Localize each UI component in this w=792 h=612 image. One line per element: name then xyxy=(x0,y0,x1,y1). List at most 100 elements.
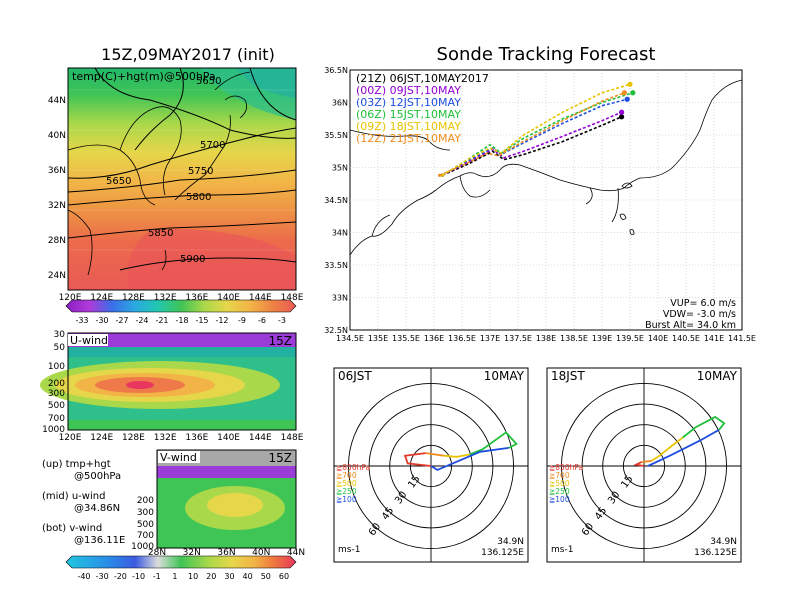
level-legend: ≧700 xyxy=(336,471,357,480)
v-wind-x-axis: 28N 32N 36N 40N 44N xyxy=(148,548,305,558)
v-wind-section: V-wind 15Z xyxy=(156,449,297,549)
track-x-tick: 137E xyxy=(480,334,500,343)
colorbar-tick: -6 xyxy=(258,316,266,325)
legend-entry: (03Z) 12JST,10MAY xyxy=(356,96,461,109)
v-wind-label: V-wind xyxy=(160,451,197,464)
track-x-tick: 137.5E xyxy=(504,334,532,343)
caption-up: (up) tmp+hgt xyxy=(42,459,111,470)
track-y-tick: 35N xyxy=(332,164,348,173)
track-y-tick: 33N xyxy=(332,294,348,303)
hodograph-trace xyxy=(430,447,509,471)
contour-label: 5850 xyxy=(148,228,173,239)
hodograph-trace xyxy=(443,453,470,458)
hodo-time: 18JST xyxy=(551,369,585,383)
v-wind-x-tick: 36N xyxy=(217,548,235,558)
u-wind-x-tick: 144E xyxy=(249,433,272,443)
caption-up-2: @500hPa xyxy=(74,471,121,482)
caption-bot: (bot) v-wind xyxy=(42,523,102,534)
u-wind-y-tick: 30 xyxy=(54,330,66,340)
contour-label: 5900 xyxy=(180,254,205,265)
track-y-tick: 36.5N xyxy=(324,66,348,75)
track-y-tick: 34.5N xyxy=(324,196,348,205)
temp-height-map: 5650 5700 5650 5750 5800 5850 5900 temp(… xyxy=(67,67,297,291)
map-x-tick: 132E xyxy=(154,293,177,303)
u-wind-y-tick: 700 xyxy=(48,414,65,424)
u-wind-x-tick: 128E xyxy=(122,433,145,443)
track-x-tick: 135E xyxy=(368,334,388,343)
u-wind-y-tick: 300 xyxy=(48,389,65,399)
track-x-tick: 141.5E xyxy=(728,334,756,343)
hodo-lon: 136.125E xyxy=(481,548,524,558)
track-x-tick: 139E xyxy=(592,334,612,343)
u-wind-y-tick: 100 xyxy=(48,362,65,372)
colorbar-tick: 40 xyxy=(243,572,253,581)
track-y-tick: 36N xyxy=(332,99,348,108)
u-wind-x-tick: 136E xyxy=(185,433,208,443)
track-x-axis: 134.5E 135E 135.5E 136E 136.5E 137E 137.5E 138E… xyxy=(336,334,756,343)
map-x-tick: 144E xyxy=(249,293,272,303)
v-wind-x-tick: 32N xyxy=(183,548,201,558)
track-legend: (21Z) 06JST,10MAY2017(00Z) 09JST,10MAY(0… xyxy=(356,72,489,145)
level-legend: ≧250 xyxy=(336,487,357,496)
burst-point xyxy=(621,90,628,96)
map-y-tick: 36N xyxy=(48,166,66,176)
track-x-tick: 139.5E xyxy=(616,334,644,343)
map-y-tick: 24N xyxy=(48,271,66,281)
hodograph-trace xyxy=(682,415,726,439)
launch-point xyxy=(438,173,442,177)
level-legend: ≧500 xyxy=(549,479,570,488)
temp-colorbar: -33 -30 -27 -24 -21 -18 -15 -12 -9 -6 -3 xyxy=(65,299,297,325)
v-wind-y-tick: 500 xyxy=(137,520,154,530)
track-x-tick: 140E xyxy=(648,334,668,343)
track-y-tick: 33.5N xyxy=(324,261,348,270)
colorbar-tick: -33 xyxy=(75,316,88,325)
track-line xyxy=(439,92,625,177)
colorbar-tick: -40 xyxy=(77,572,90,581)
track-y-tick: 35.5N xyxy=(324,131,348,140)
hodograph-trace xyxy=(647,429,720,467)
contour-label: 5800 xyxy=(186,192,211,203)
track-line xyxy=(442,111,622,177)
label-bg xyxy=(548,369,592,382)
map-x-tick: 136E xyxy=(185,293,208,303)
level-legend: ≧100 xyxy=(549,495,570,504)
v-wind-y-tick: 1000 xyxy=(131,542,154,552)
hodo-lon: 136.125E xyxy=(694,548,737,558)
hodograph-trace xyxy=(469,431,518,456)
u-wind-x-tick: 124E xyxy=(90,433,113,443)
map-y-tick: 44N xyxy=(48,96,66,106)
v-wind-y-tick: 700 xyxy=(137,531,154,541)
caption-mid-2: @34.86N xyxy=(74,503,120,514)
map-y-axis: 44N 40N 36N 32N 28N 24N xyxy=(48,96,66,281)
hodo-unit: ms-1 xyxy=(551,545,573,555)
track-line xyxy=(442,116,622,177)
label-bg xyxy=(693,369,739,382)
track-line xyxy=(441,92,634,176)
captions: (up) tmp+hgt @500hPa (mid) u-wind @34.86… xyxy=(42,459,125,546)
map-x-axis: 120E 124E 128E 132E 136E 140E 144E 148E xyxy=(59,293,304,303)
burst-point xyxy=(630,90,636,96)
contour-label: 5650 xyxy=(196,76,221,87)
u-wind-x-tick: 132E xyxy=(154,433,177,443)
param-vup: VUP= 6.0 m/s xyxy=(670,298,736,309)
colorbar-tick: -3 xyxy=(278,316,286,325)
wind-colorbar: -40 -30 -20 -10 -1 1 10 20 30 40 50 60 xyxy=(65,555,297,581)
track-y-axis: 36.5N 36N 35.5N 35N 34.5N 34N 33.5N 33N 32.5N xyxy=(324,66,348,335)
track-x-tick: 136.5E xyxy=(448,334,476,343)
contour-label: 5650 xyxy=(106,176,131,187)
v-wind-y-tick: 300 xyxy=(137,508,154,518)
label-bg xyxy=(480,369,526,382)
hodograph-trace xyxy=(403,452,432,467)
legend-entry: (06Z) 15JST,10MAY xyxy=(356,108,461,121)
v-wind-x-tick: 40N xyxy=(252,548,270,558)
hodograph-trace xyxy=(425,452,445,457)
colorbar-tick: -21 xyxy=(155,316,168,325)
hodograph-trace xyxy=(641,459,652,463)
u-wind-x-tick: 140E xyxy=(217,433,240,443)
hodo-lat: 34.9N xyxy=(710,537,737,547)
legend-entry: (12Z) 21JST,10MAY xyxy=(356,132,461,145)
colorbar-tick: 30 xyxy=(224,572,234,581)
